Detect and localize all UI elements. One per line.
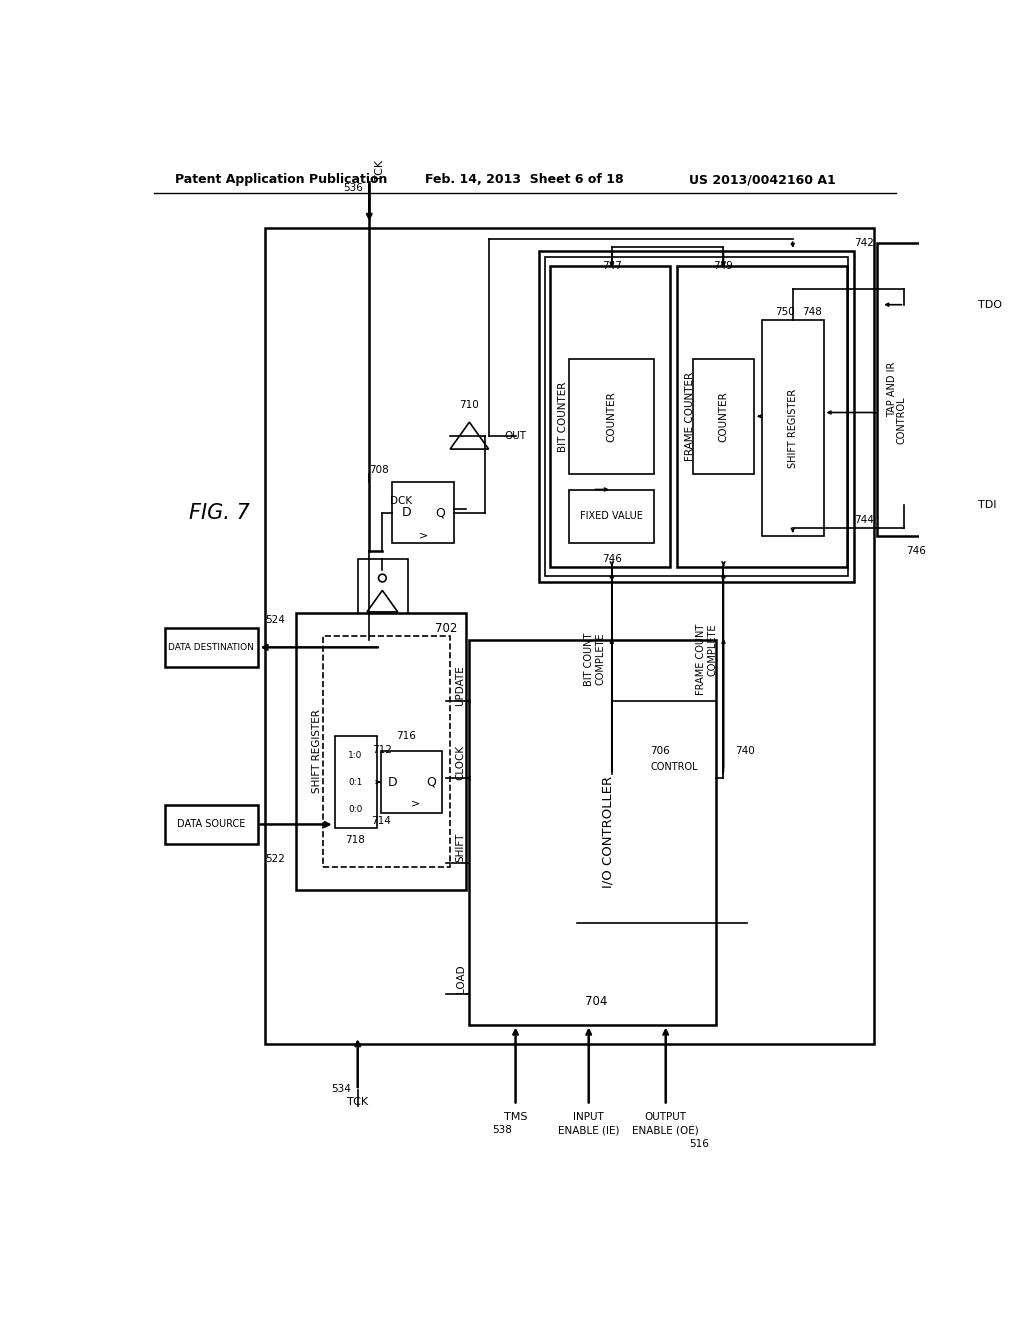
Text: 714: 714	[371, 816, 391, 825]
Bar	[545, 257, 848, 576]
Bar	[469, 640, 716, 1024]
Text: 538: 538	[492, 1125, 512, 1135]
Text: 744: 744	[854, 515, 873, 525]
Text: 708: 708	[369, 465, 388, 475]
Text: UPDATE: UPDATE	[456, 665, 466, 706]
Text: 750: 750	[775, 308, 795, 317]
Text: 522: 522	[265, 854, 286, 865]
Text: DATA DESTINATION: DATA DESTINATION	[169, 643, 254, 652]
Text: TAP AND IR: TAP AND IR	[887, 362, 897, 417]
Text: SHIFT: SHIFT	[456, 833, 466, 862]
Text: FRAME COUNTER: FRAME COUNTER	[685, 372, 695, 461]
Text: SHIFT REGISTER: SHIFT REGISTER	[311, 709, 322, 793]
Text: TCK: TCK	[347, 1097, 369, 1106]
Bar	[296, 612, 466, 890]
Text: 0:1: 0:1	[348, 777, 362, 787]
Text: 0:0: 0:0	[348, 805, 362, 813]
Text: 712: 712	[373, 744, 392, 755]
Text: 534: 534	[332, 1084, 351, 1093]
Text: FIXED VALUE: FIXED VALUE	[581, 511, 643, 521]
Text: 1:0: 1:0	[348, 751, 362, 759]
Text: 740: 740	[735, 746, 755, 756]
Text: 706: 706	[650, 746, 670, 756]
Bar	[762, 321, 823, 536]
Text: LOAD: LOAD	[456, 964, 466, 993]
Bar	[878, 243, 932, 536]
Text: >: >	[419, 531, 428, 541]
Bar	[539, 251, 854, 582]
Text: TDI: TDI	[978, 500, 996, 510]
Text: 524: 524	[265, 615, 286, 626]
Bar	[357, 558, 408, 737]
Text: OUT: OUT	[504, 430, 526, 441]
Text: 742: 742	[854, 238, 873, 248]
Bar	[550, 267, 670, 566]
Text: CONTROL: CONTROL	[650, 762, 698, 772]
Text: BIT COUNTER: BIT COUNTER	[558, 381, 568, 451]
Text: Patent Application Publication: Patent Application Publication	[174, 173, 387, 186]
Bar	[323, 636, 451, 867]
Text: FRAME COUNT
COMPLETE: FRAME COUNT COMPLETE	[695, 623, 717, 694]
Text: DCK: DCK	[390, 496, 413, 506]
Text: 516: 516	[689, 1139, 709, 1148]
Text: 718: 718	[345, 834, 366, 845]
Text: COUNTER: COUNTER	[719, 391, 728, 442]
Bar	[381, 751, 442, 813]
Text: ENABLE (OE): ENABLE (OE)	[633, 1125, 699, 1135]
Text: D: D	[401, 506, 411, 519]
Text: 747: 747	[602, 261, 622, 271]
Text: 710: 710	[460, 400, 479, 409]
Text: >: >	[411, 799, 420, 809]
Text: 704: 704	[586, 995, 607, 1008]
Bar	[165, 628, 258, 667]
Text: ENABLE (IE): ENABLE (IE)	[558, 1125, 620, 1135]
Text: OUTPUT: OUTPUT	[645, 1111, 687, 1122]
Bar	[569, 490, 654, 544]
Text: 536: 536	[343, 182, 364, 193]
Bar	[692, 359, 755, 474]
Text: Q: Q	[426, 776, 436, 788]
Text: DATA SOURCE: DATA SOURCE	[177, 820, 246, 829]
Text: 746: 746	[602, 554, 622, 564]
Text: Feb. 14, 2013  Sheet 6 of 18: Feb. 14, 2013 Sheet 6 of 18	[426, 173, 624, 186]
Bar	[569, 359, 654, 474]
Text: SHIFT REGISTER: SHIFT REGISTER	[787, 388, 798, 467]
Text: 716: 716	[396, 731, 416, 741]
Text: CLOCK: CLOCK	[456, 746, 466, 780]
Bar	[677, 267, 847, 566]
Text: 749: 749	[714, 261, 733, 271]
Text: Q: Q	[435, 506, 445, 519]
Text: 746: 746	[906, 546, 926, 556]
Text: TMS: TMS	[504, 1111, 527, 1122]
Text: COUNTER: COUNTER	[607, 391, 616, 442]
Text: BIT COUNT
COMPLETE: BIT COUNT COMPLETE	[584, 632, 605, 685]
Text: 702: 702	[435, 622, 458, 635]
Text: TDO: TDO	[978, 300, 1001, 310]
Text: I/O CONTROLLER: I/O CONTROLLER	[601, 776, 614, 888]
Text: US 2013/0042160 A1: US 2013/0042160 A1	[688, 173, 836, 186]
Text: FIG. 7: FIG. 7	[188, 503, 250, 523]
Text: 748: 748	[802, 308, 822, 317]
Text: D: D	[387, 776, 397, 788]
Text: INPUT: INPUT	[573, 1111, 604, 1122]
Bar	[265, 227, 873, 1044]
Bar	[392, 482, 454, 544]
Text: TCK: TCK	[376, 160, 385, 181]
Text: CONTROL: CONTROL	[897, 396, 906, 444]
Bar	[165, 805, 258, 843]
Bar	[335, 737, 377, 829]
